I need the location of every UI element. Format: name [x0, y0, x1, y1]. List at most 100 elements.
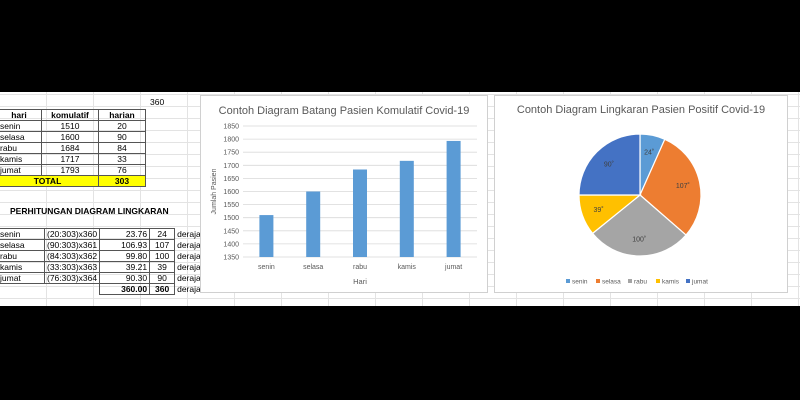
bar-jumat[interactable]	[446, 140, 461, 257]
slice-jumat[interactable]	[578, 133, 641, 196]
calc-unit[interactable]: derajat	[177, 229, 204, 239]
cell-komulatif[interactable]: 1717	[41, 153, 99, 165]
table-row: selasa 1600 90	[0, 131, 146, 143]
calc-rounded[interactable]: 90	[149, 272, 176, 284]
cell-komulatif[interactable]: 1684	[41, 142, 99, 154]
cell-komulatif[interactable]: 1793	[41, 164, 99, 176]
slice-label: 39˚	[594, 206, 604, 214]
section-title[interactable]: PERHITUNGAN DIAGRAM LINGKARAN	[10, 206, 169, 216]
cell-harian[interactable]: 20	[98, 120, 146, 132]
y-tick-label: 1350	[223, 255, 239, 262]
y-tick-label: 1400	[223, 241, 239, 248]
calc-total-rounded[interactable]: 360	[149, 283, 176, 295]
calc-exact[interactable]: 106.93	[99, 239, 151, 251]
legend-label: kamis	[662, 279, 680, 286]
legend-label: rabu	[634, 279, 647, 286]
cell-hari[interactable]: kamis	[0, 153, 42, 165]
bar-chart-title: Contoh Diagram Batang Pasien Komulatif C…	[218, 105, 470, 117]
legend-swatch	[566, 279, 570, 283]
cell-hari[interactable]: rabu	[0, 142, 42, 154]
cell-harian[interactable]: 84	[98, 142, 146, 154]
pie-chart-plot: 24˚ 107˚ 100˚ 39˚ 90˚ senin selasa rabu kamis jum…	[566, 133, 708, 286]
calc-unit[interactable]: derajat	[177, 262, 204, 272]
slice-label: 90˚	[604, 160, 614, 168]
header-harian[interactable]: harian	[98, 109, 146, 121]
legend-swatch	[628, 279, 632, 283]
legend-label: selasa	[602, 279, 621, 286]
calc-table: senin (20:303)x360 23.76 24 derajat selasa (90…	[0, 228, 210, 295]
y-tick-label: 1650	[223, 176, 239, 183]
cell-harian[interactable]: 90	[98, 131, 146, 143]
calc-day[interactable]: kamis	[0, 261, 45, 273]
cell-hari[interactable]: selasa	[0, 131, 42, 143]
table-row: jumat 1793 76	[0, 164, 146, 176]
cell-hari[interactable]: jumat	[0, 164, 42, 176]
data-table: hari komulatif harian senin 1510 20 selasa 1…	[0, 109, 146, 187]
calc-day[interactable]: senin	[0, 228, 45, 240]
calc-row: rabu (84:303)x362 99.80 100 derajat	[0, 250, 210, 262]
y-tick-label: 1700	[223, 163, 239, 170]
calc-rounded[interactable]: 107	[149, 239, 176, 251]
slice-label: 100˚	[632, 235, 646, 243]
legend-label: jumat	[691, 279, 708, 286]
calc-exact[interactable]: 39.21	[99, 261, 151, 273]
pie-chart[interactable]: Contoh Diagram Lingkaran Pasien Positif …	[494, 95, 788, 293]
cell-top-value[interactable]: 360	[150, 97, 165, 107]
calc-rounded[interactable]: 39	[149, 261, 176, 273]
y-tick-label: 1750	[223, 150, 239, 157]
y-axis-label: Jumlah Pasien	[211, 168, 218, 214]
calc-day[interactable]: jumat	[0, 272, 45, 284]
slice-selasa[interactable]	[639, 138, 702, 236]
pie-chart-title: Contoh Diagram Lingkaran Pasien Positif …	[516, 104, 766, 116]
calc-unit[interactable]: derajat	[177, 240, 204, 250]
calc-rounded[interactable]: 100	[149, 250, 176, 262]
bar-senin[interactable]	[259, 215, 274, 257]
x-axis-label: Hari	[353, 277, 367, 286]
slice-rabu[interactable]	[591, 194, 687, 257]
calc-rounded[interactable]: 24	[149, 228, 176, 240]
slice-label: 107˚	[676, 182, 690, 190]
calc-unit[interactable]: derajat	[177, 251, 204, 261]
calc-exact[interactable]: 23.76	[99, 228, 151, 240]
bar-selasa[interactable]	[306, 191, 321, 258]
y-tick-label: 1550	[223, 202, 239, 209]
bar-rabu[interactable]	[353, 169, 367, 257]
calc-row: selasa (90:303)x361 106.93 107 derajat	[0, 239, 210, 251]
y-tick-label: 1450	[223, 228, 239, 235]
calc-unit[interactable]: derajat	[177, 273, 204, 283]
legend-swatch	[596, 279, 600, 283]
cell-komulatif[interactable]: 1510	[41, 120, 99, 132]
calc-day[interactable]: rabu	[0, 250, 45, 262]
calc-day[interactable]: selasa	[0, 239, 45, 251]
bar-kamis[interactable]	[399, 160, 414, 257]
cell-komulatif[interactable]: 1600	[41, 131, 99, 143]
header-komulatif[interactable]: komulatif	[41, 109, 99, 121]
calc-formula[interactable]: (33:303)x363	[43, 261, 101, 273]
calc-formula[interactable]: (76:303)x364	[43, 272, 101, 284]
calc-formula[interactable]: (90:303)x361	[43, 239, 101, 251]
x-tick-label: rabu	[353, 264, 367, 271]
bar-chart-plot: 1350 1400 1450 1500 1550 1600 1650 1700 1750 1800…	[211, 124, 477, 286]
bar-chart[interactable]: Contoh Diagram Batang Pasien Komulatif C…	[200, 95, 488, 293]
calc-formula[interactable]: (20:303)x360	[43, 228, 101, 240]
cell-hari[interactable]: senin	[0, 120, 42, 132]
calc-row: senin (20:303)x360 23.76 24 derajat	[0, 228, 210, 240]
cell-harian[interactable]: 76	[98, 164, 146, 176]
calc-row: kamis (33:303)x363 39.21 39 derajat	[0, 261, 210, 273]
x-tick-label: kamis	[398, 264, 417, 271]
table-row: kamis 1717 33	[0, 153, 146, 165]
header-hari[interactable]: hari	[0, 109, 42, 121]
calc-exact[interactable]: 90.30	[99, 272, 151, 284]
legend-label: senin	[572, 279, 588, 286]
total-label[interactable]: TOTAL	[0, 175, 99, 187]
x-tick-label: jumat	[444, 264, 462, 271]
slice-label: 24˚	[644, 149, 654, 157]
total-value[interactable]: 303	[98, 175, 146, 187]
x-tick-label: selasa	[303, 264, 323, 271]
y-tick-label: 1850	[223, 124, 239, 131]
calc-formula[interactable]: (84:303)x362	[43, 250, 101, 262]
cell-harian[interactable]: 33	[98, 153, 146, 165]
calc-exact[interactable]: 99.80	[99, 250, 151, 262]
calc-total-unit[interactable]: derajat	[177, 284, 204, 294]
calc-total-exact[interactable]: 360.00	[99, 283, 151, 295]
